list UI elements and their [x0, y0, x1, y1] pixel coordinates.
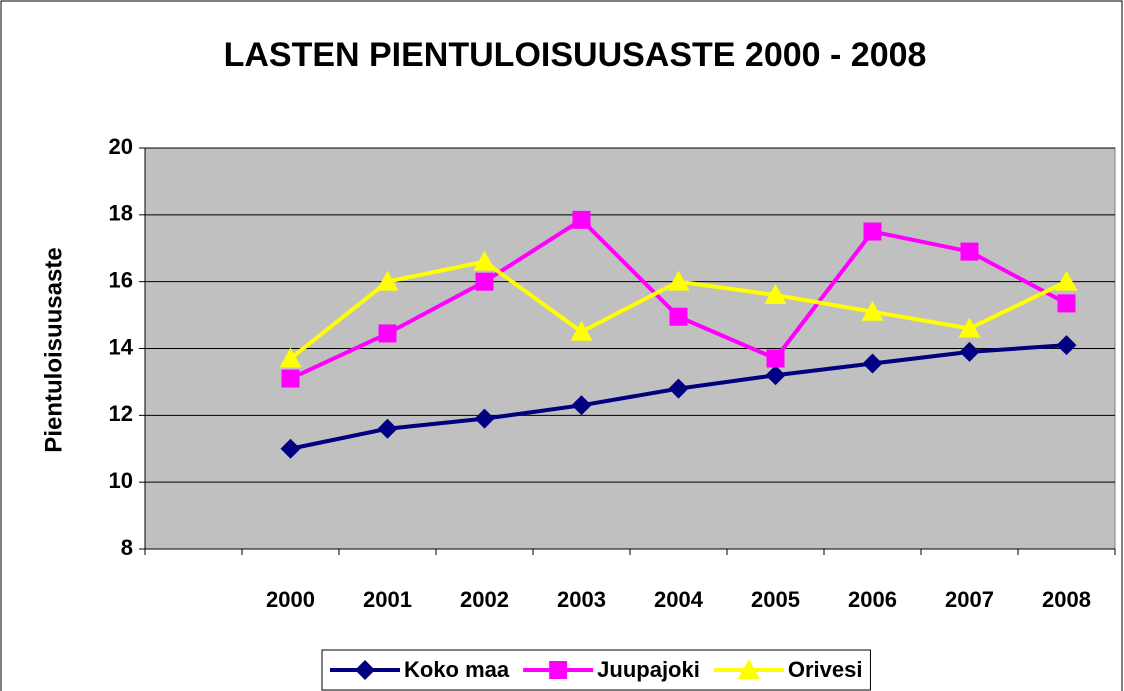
- marker: [1055, 270, 1078, 291]
- y-tick-label: 14: [109, 334, 134, 359]
- marker: [474, 408, 495, 429]
- x-tick-label: 2004: [654, 587, 704, 612]
- y-tick-label: 18: [109, 201, 133, 226]
- x-tick-label: 2003: [557, 587, 606, 612]
- legend-label: Orivesi: [788, 657, 863, 682]
- y-tick-label: 16: [109, 267, 133, 292]
- y-tick-label: 8: [121, 535, 133, 560]
- x-tick-label: 2008: [1042, 587, 1091, 612]
- marker: [737, 659, 760, 679]
- legend-label: Koko maa: [404, 657, 510, 682]
- marker: [861, 300, 884, 321]
- marker: [281, 369, 300, 388]
- x-tick-label: 2002: [460, 587, 509, 612]
- marker: [959, 341, 980, 362]
- marker: [958, 317, 981, 338]
- marker: [766, 349, 785, 368]
- marker: [668, 378, 689, 399]
- marker: [667, 270, 690, 291]
- x-tick-label: 2006: [848, 587, 897, 612]
- marker: [765, 365, 786, 386]
- marker: [475, 272, 494, 291]
- marker: [279, 347, 302, 368]
- y-tick-label: 12: [109, 401, 133, 426]
- marker: [549, 661, 568, 679]
- marker: [862, 353, 883, 374]
- y-tick-label: 20: [109, 134, 133, 159]
- marker: [570, 320, 593, 341]
- x-tick-label: 2005: [751, 587, 800, 612]
- x-tick-label: 2007: [945, 587, 994, 612]
- marker: [960, 242, 979, 261]
- legend: Koko maa Juupajoki Orivesi: [321, 649, 871, 691]
- marker: [473, 250, 496, 271]
- marker: [1056, 335, 1077, 356]
- marker: [1057, 294, 1076, 313]
- marker: [571, 395, 592, 416]
- marker: [863, 222, 882, 241]
- marker: [377, 418, 398, 439]
- marker: [280, 438, 301, 459]
- marker: [572, 210, 591, 229]
- marker: [764, 284, 787, 305]
- x-tick-label: 2001: [363, 587, 412, 612]
- marker: [378, 324, 397, 343]
- marker: [669, 307, 688, 326]
- marker: [376, 270, 399, 291]
- y-tick-label: 10: [109, 468, 133, 493]
- chart-title: LASTEN PIENTULOISUUSASTE 2000 - 2008: [224, 36, 927, 74]
- marker: [355, 660, 375, 680]
- y-axis-label: Pientuloisuusaste: [40, 247, 67, 452]
- legend-label: Juupajoki: [597, 657, 700, 682]
- x-tick-label: 2000: [266, 587, 315, 612]
